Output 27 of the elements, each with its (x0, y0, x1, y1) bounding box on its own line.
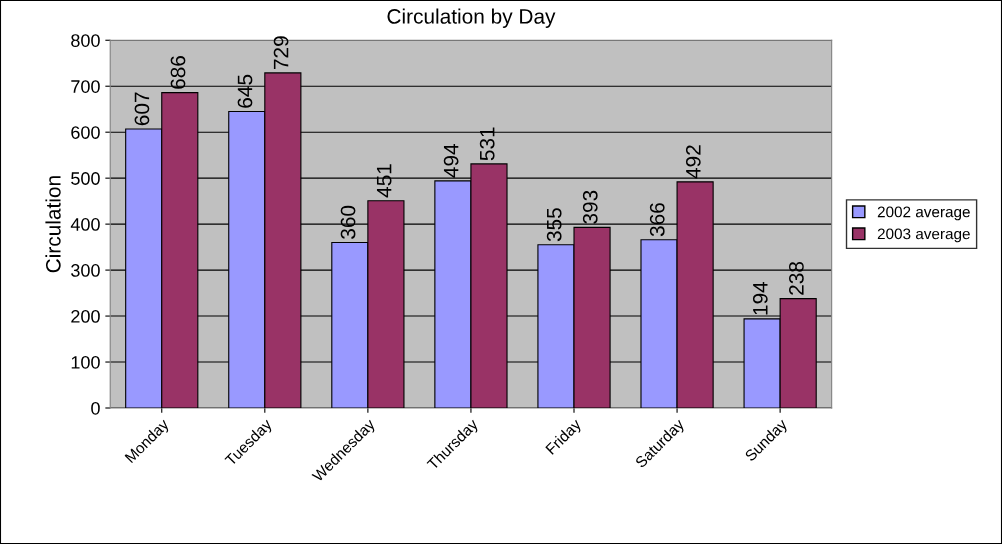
data-label: 492 (685, 145, 701, 179)
data-label: 366 (649, 203, 665, 237)
data-label: 686 (170, 56, 186, 89)
y-axis-title: Circulation (45, 176, 61, 273)
data-label: 238 (789, 261, 804, 295)
data-label: 194 (752, 281, 768, 315)
y-tick-label: 600 (71, 126, 100, 139)
legend-label: 2003 average (877, 228, 970, 243)
data-label: 451 (376, 164, 392, 198)
data-label: 360 (340, 205, 356, 239)
y-tick-label: 100 (71, 355, 100, 369)
chart-title: Circulation by Day (387, 8, 556, 28)
data-label: 729 (273, 36, 289, 70)
y-tick-label: 200 (71, 310, 100, 323)
y-tick-label: 300 (71, 264, 100, 277)
legend-label: 2002 average (877, 206, 970, 221)
data-label: 393 (582, 190, 598, 224)
data-label: 531 (479, 127, 495, 161)
data-label: 645 (237, 74, 253, 108)
data-label: 355 (546, 208, 562, 242)
y-tick-label: 500 (71, 172, 100, 185)
y-tick-label: 0 (91, 401, 100, 415)
data-label: 607 (134, 92, 150, 126)
y-tick-label: 400 (70, 218, 100, 231)
y-tick-label: 700 (71, 80, 100, 93)
data-label: 494 (443, 143, 459, 178)
y-tick-label: 800 (71, 34, 100, 47)
